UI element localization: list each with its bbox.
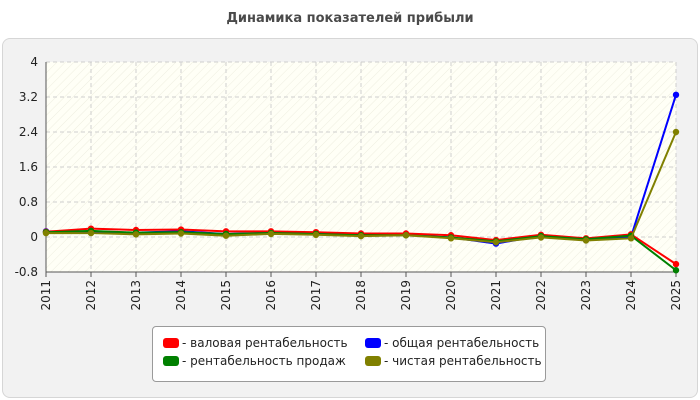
data-point: [312, 231, 320, 239]
y-tick-label: 0: [30, 230, 38, 244]
legend-label: - общая рентабельность: [384, 336, 540, 350]
data-point: [492, 239, 500, 246]
x-tick-label: 2020: [444, 280, 458, 311]
data-point: [672, 267, 680, 274]
x-tick-label: 2017: [309, 280, 323, 311]
y-tick-label: -0.8: [15, 265, 38, 279]
x-tick-label: 2021: [489, 280, 503, 311]
chart-legend: - валовая рентабельность - общая рентабе…: [152, 326, 546, 382]
legend-swatch: [163, 355, 179, 366]
x-tick-label: 2024: [624, 280, 638, 311]
data-point: [177, 230, 185, 237]
legend-swatch: [365, 337, 381, 348]
legend-item-gross: - валовая рентабельность: [163, 335, 348, 351]
data-point: [267, 230, 275, 238]
data-point: [402, 232, 410, 239]
data-point: [672, 128, 680, 136]
chart-title: Динамика показателей прибыли: [226, 11, 474, 26]
data-point: [357, 232, 365, 240]
y-tick-label: 1.6: [19, 160, 38, 174]
data-point: [582, 237, 590, 244]
data-point: [42, 229, 50, 237]
x-tick-label: 2014: [174, 280, 188, 311]
legend-swatch: [365, 355, 381, 366]
y-tick-label: 3.2: [19, 90, 38, 104]
data-point: [537, 234, 545, 241]
y-tick-label: 2.4: [19, 125, 38, 139]
legend-label: - валовая рентабельность: [182, 336, 348, 350]
x-tick-label: 2023: [579, 280, 593, 311]
data-point: [222, 232, 230, 239]
x-tick-label: 2019: [399, 280, 413, 311]
legend-swatch: [163, 337, 179, 348]
data-point: [672, 91, 680, 99]
x-tick-label: 2011: [39, 280, 53, 311]
data-point: [672, 260, 680, 268]
legend-item-total: - общая рентабельность: [365, 335, 539, 351]
data-point: [447, 235, 455, 242]
x-tick-label: 2016: [264, 280, 278, 311]
data-point: [132, 231, 140, 238]
y-tick-label: 4: [30, 55, 38, 69]
x-tick-label: 2025: [669, 280, 683, 311]
data-point: [627, 235, 635, 242]
data-point: [87, 229, 95, 237]
x-tick-label: 2012: [84, 280, 98, 311]
x-tick-label: 2022: [534, 280, 548, 311]
x-tick-label: 2013: [129, 280, 143, 311]
legend-item-sales: - рентабельность продаж: [163, 353, 346, 369]
legend-label: - чистая рентабельность: [384, 354, 542, 368]
x-tick-label: 2015: [219, 280, 233, 311]
legend-item-net: - чистая рентабельность: [365, 353, 542, 369]
legend-label: - рентабельность продаж: [182, 354, 346, 368]
x-tick-label: 2018: [354, 280, 368, 311]
y-tick-label: 0.8: [19, 195, 38, 209]
